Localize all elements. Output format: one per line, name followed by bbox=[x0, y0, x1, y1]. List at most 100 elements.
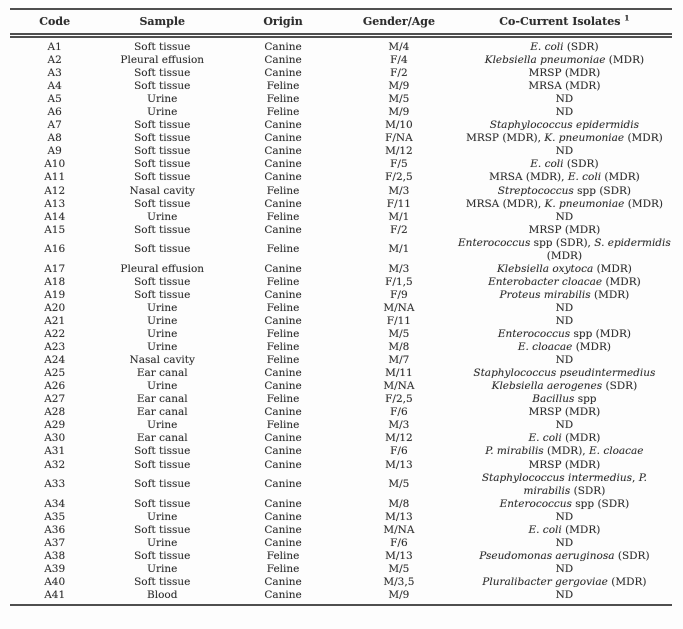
table-row: A40 Soft tissue Canine M/3,5 Pluralibacter g… bbox=[10, 576, 672, 589]
code-cell: A21 bbox=[44, 314, 66, 327]
gender-age-cell: M/11 bbox=[385, 367, 413, 380]
isolates-cell: Staphylococcus epidermidis bbox=[489, 119, 640, 132]
origin-cell: Canine bbox=[264, 497, 302, 510]
table-row: A12 Nasal cavity Feline M/3 Streptococcus sp… bbox=[10, 185, 672, 198]
table-row: A4 Soft tissue Feline M/9 MRSA (MDR) bbox=[10, 80, 672, 93]
code-cell: A7 bbox=[47, 119, 62, 132]
table-row: A39 Urine Feline M/5 ND bbox=[10, 563, 672, 576]
sample-cell: Soft tissue bbox=[134, 41, 191, 53]
gender-age-cell: M/13 bbox=[385, 510, 413, 523]
code-cell: A15 bbox=[44, 223, 66, 236]
sample-cell: Urine bbox=[147, 419, 178, 432]
code-cell: A36 bbox=[44, 523, 66, 536]
gender-age-cell: M/3,5 bbox=[383, 575, 415, 588]
isolates-cell: MRSA (MDR), E. coli (MDR) bbox=[489, 171, 640, 184]
code-cell: A35 bbox=[44, 510, 66, 523]
sample-cell: Soft tissue bbox=[134, 119, 191, 132]
isolates-cell: Streptococcus spp (SDR) bbox=[497, 184, 632, 197]
origin-cell: Feline bbox=[266, 354, 300, 367]
isolates-cell: Bacillus spp bbox=[532, 393, 597, 406]
table-row: A1 Soft tissue Canine M/4 E. coli (SDR) bbox=[10, 36, 672, 55]
sample-cell: Ear canal bbox=[136, 406, 188, 419]
table-row: A28 Ear canal Canine F/6 MRSP (MDR) bbox=[10, 406, 672, 419]
table-row: A22 Urine Feline M/5 Enterococcus spp (MDR) bbox=[10, 328, 672, 341]
table-row: A41 Blood Canine M/9 ND bbox=[10, 589, 672, 605]
table-row: A20 Urine Feline M/NA ND bbox=[10, 302, 672, 315]
sample-cell: Urine bbox=[147, 210, 178, 223]
table-row: A7 Soft tissue Canine M/10 Staphylococcus ep… bbox=[10, 119, 672, 132]
gender-age-cell: M/1 bbox=[388, 243, 410, 256]
table-row: A9 Soft tissue Canine M/12 ND bbox=[10, 145, 672, 158]
isolates-cell: Staphylococcus intermedius, P. mirabilis… bbox=[481, 471, 647, 497]
code-cell: A3 bbox=[47, 67, 62, 80]
gender-age-cell: M/4 bbox=[388, 41, 410, 53]
sample-cell: Urine bbox=[147, 106, 178, 119]
table-row: A24 Nasal cavity Feline M/7 ND bbox=[10, 354, 672, 367]
origin-cell: Canine bbox=[264, 288, 302, 301]
sample-cell: Urine bbox=[147, 328, 178, 341]
origin-cell: Feline bbox=[266, 275, 300, 288]
isolates-cell: Enterococcus spp (SDR), S. epidermidis (… bbox=[458, 236, 671, 262]
code-cell: A39 bbox=[44, 562, 66, 575]
gender-age-cell: M/8 bbox=[388, 341, 410, 354]
sample-cell: Soft tissue bbox=[134, 523, 191, 536]
isolates-cell: Pluralibacter gergoviae (MDR) bbox=[482, 575, 647, 588]
code-cell: A9 bbox=[47, 145, 62, 158]
table-row: A33 Soft tissue Canine M/5 Staphylococcus in… bbox=[10, 472, 672, 498]
table-row: A29 Urine Feline M/3 ND bbox=[10, 419, 672, 432]
isolates-cell: MRSA (MDR), K. pneumoniae (MDR) bbox=[465, 197, 663, 210]
origin-cell: Feline bbox=[266, 341, 300, 354]
table-row: A2 Pleural effusion Canine F/4 Klebsiella pn… bbox=[10, 54, 672, 67]
table-row: A18 Soft tissue Feline F/1,5 Enterobacter cl… bbox=[10, 276, 672, 289]
code-cell: A4 bbox=[47, 80, 62, 93]
sample-cell: Soft tissue bbox=[134, 197, 191, 210]
origin-cell: Canine bbox=[264, 314, 302, 327]
code-cell: A18 bbox=[44, 275, 66, 288]
table-row: A11 Soft tissue Canine F/2,5 MRSA (MDR), E. … bbox=[10, 171, 672, 184]
isolates-cell: MRSP (MDR) bbox=[528, 406, 601, 419]
sample-cell: Soft tissue bbox=[134, 549, 191, 562]
gender-age-cell: F/6 bbox=[390, 406, 408, 419]
isolates-cell: ND bbox=[555, 510, 574, 523]
isolates-cell: Proteus mirabilis (MDR) bbox=[499, 288, 630, 301]
code-cell: A37 bbox=[44, 536, 66, 549]
gender-age-cell: F/NA bbox=[385, 132, 413, 145]
code-cell: A20 bbox=[44, 301, 66, 314]
origin-cell: Canine bbox=[264, 588, 302, 601]
isolates-cell: ND bbox=[555, 93, 574, 106]
origin-cell: Feline bbox=[266, 210, 300, 223]
table-row: A5 Urine Feline M/5 ND bbox=[10, 93, 672, 106]
code-cell: A26 bbox=[44, 380, 66, 393]
gender-age-cell: F/4 bbox=[390, 54, 408, 67]
origin-cell: Feline bbox=[266, 419, 300, 432]
column-header-gender-age: Gender/Age bbox=[340, 9, 457, 38]
table-row: A17 Pleural effusion Canine M/3 Klebsiella o… bbox=[10, 263, 672, 276]
table-row: A36 Soft tissue Canine M/NA E. coli (MDR) bbox=[10, 524, 672, 537]
code-cell: A24 bbox=[44, 354, 66, 367]
origin-cell: Canine bbox=[264, 458, 302, 471]
origin-cell: Feline bbox=[266, 80, 300, 93]
sample-cell: Soft tissue bbox=[134, 158, 191, 171]
isolates-cell: ND bbox=[555, 145, 574, 158]
code-cell: A33 bbox=[44, 478, 66, 491]
origin-cell: Canine bbox=[264, 132, 302, 145]
code-cell: A32 bbox=[44, 458, 66, 471]
table-row: A34 Soft tissue Canine M/8 Enterococcus spp … bbox=[10, 498, 672, 511]
sample-cell: Ear canal bbox=[136, 367, 188, 380]
gender-age-cell: F/5 bbox=[390, 158, 408, 171]
sample-cell: Ear canal bbox=[136, 432, 188, 445]
code-cell: A17 bbox=[44, 262, 66, 275]
table-row: A37 Urine Canine F/6 ND bbox=[10, 537, 672, 550]
origin-cell: Feline bbox=[266, 393, 300, 406]
gender-age-cell: M/5 bbox=[388, 93, 410, 106]
code-cell: A38 bbox=[44, 549, 66, 562]
code-cell: A10 bbox=[44, 158, 66, 171]
isolates-cell: Pseudomonas aeruginosa (SDR) bbox=[479, 549, 650, 562]
code-cell: A6 bbox=[47, 106, 62, 119]
gender-age-cell: F/9 bbox=[390, 288, 408, 301]
gender-age-cell: M/13 bbox=[385, 549, 413, 562]
isolates-cell: ND bbox=[555, 210, 574, 223]
gender-age-cell: F/11 bbox=[386, 314, 411, 327]
gender-age-cell: M/3 bbox=[388, 184, 410, 197]
sample-cell: Soft tissue bbox=[134, 275, 191, 288]
